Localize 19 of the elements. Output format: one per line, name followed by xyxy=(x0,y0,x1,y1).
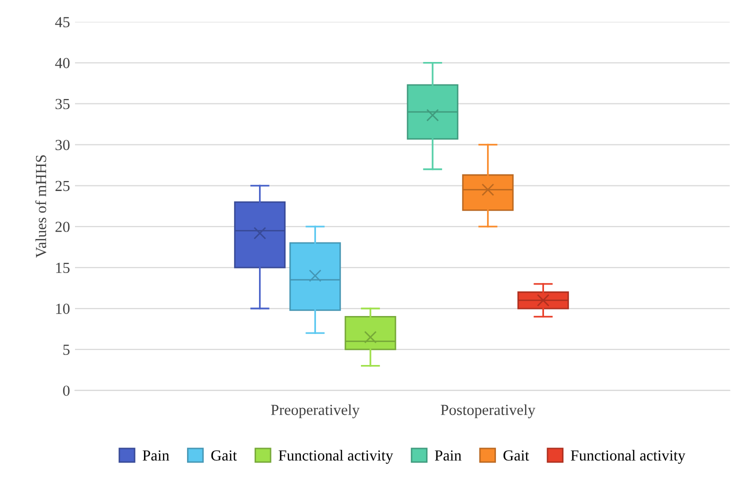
legend-label: Gait xyxy=(211,450,237,461)
legend-label: Functional activity xyxy=(570,450,686,464)
legend-label: Pain xyxy=(434,450,462,461)
y-axis-title: Values of mHHS xyxy=(35,155,46,258)
y-tick-label: 35 xyxy=(56,98,70,110)
x-tick-label: Postoperatively xyxy=(440,404,536,418)
legend-label: Pain xyxy=(142,450,170,461)
y-tick-label: 15 xyxy=(56,262,70,274)
y-tick-label: 5 xyxy=(63,344,70,355)
y-tick-label: 20 xyxy=(56,222,70,232)
legend-label: Functional activity xyxy=(278,450,394,464)
x-tick-label: Preoperatively xyxy=(271,404,360,418)
y-tick-label: 0 xyxy=(63,386,70,396)
y-tick-label: 45 xyxy=(55,17,70,28)
legend-label: Gait xyxy=(503,450,530,461)
y-tick-label: 40 xyxy=(55,58,70,68)
y-tick-label: 25 xyxy=(56,180,70,192)
y-tick-label: 30 xyxy=(56,140,70,150)
y-tick-label: 10 xyxy=(56,304,70,314)
